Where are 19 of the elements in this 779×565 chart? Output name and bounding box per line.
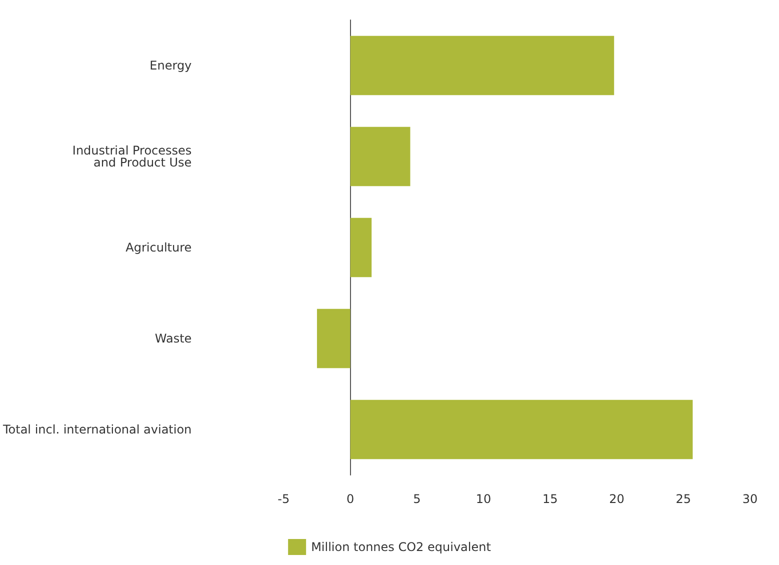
bar: [350, 126, 410, 186]
x-tick-label: 20: [609, 492, 624, 506]
bar: [350, 400, 693, 460]
x-tick-label: -5: [278, 492, 290, 506]
bar: [316, 308, 350, 368]
bar: [350, 218, 372, 278]
x-tick-label: 30: [742, 492, 758, 506]
y-tick-label: Waste: [154, 332, 192, 346]
x-tick-label: 15: [542, 492, 558, 506]
y-tick-label: Industrial Processes and Product Use: [72, 144, 192, 170]
x-tick-label: 5: [413, 492, 421, 506]
x-tick-label: 10: [476, 492, 492, 506]
bar: [350, 36, 614, 96]
legend-label: Million tonnes CO2 equivalent: [311, 540, 492, 554]
y-tick-label: Total incl. international aviation: [2, 422, 192, 436]
y-tick-label: Energy: [150, 58, 192, 72]
y-tick-label: Agriculture: [126, 240, 192, 254]
x-tick-label: 25: [676, 492, 692, 506]
x-tick-label: 0: [346, 492, 354, 506]
